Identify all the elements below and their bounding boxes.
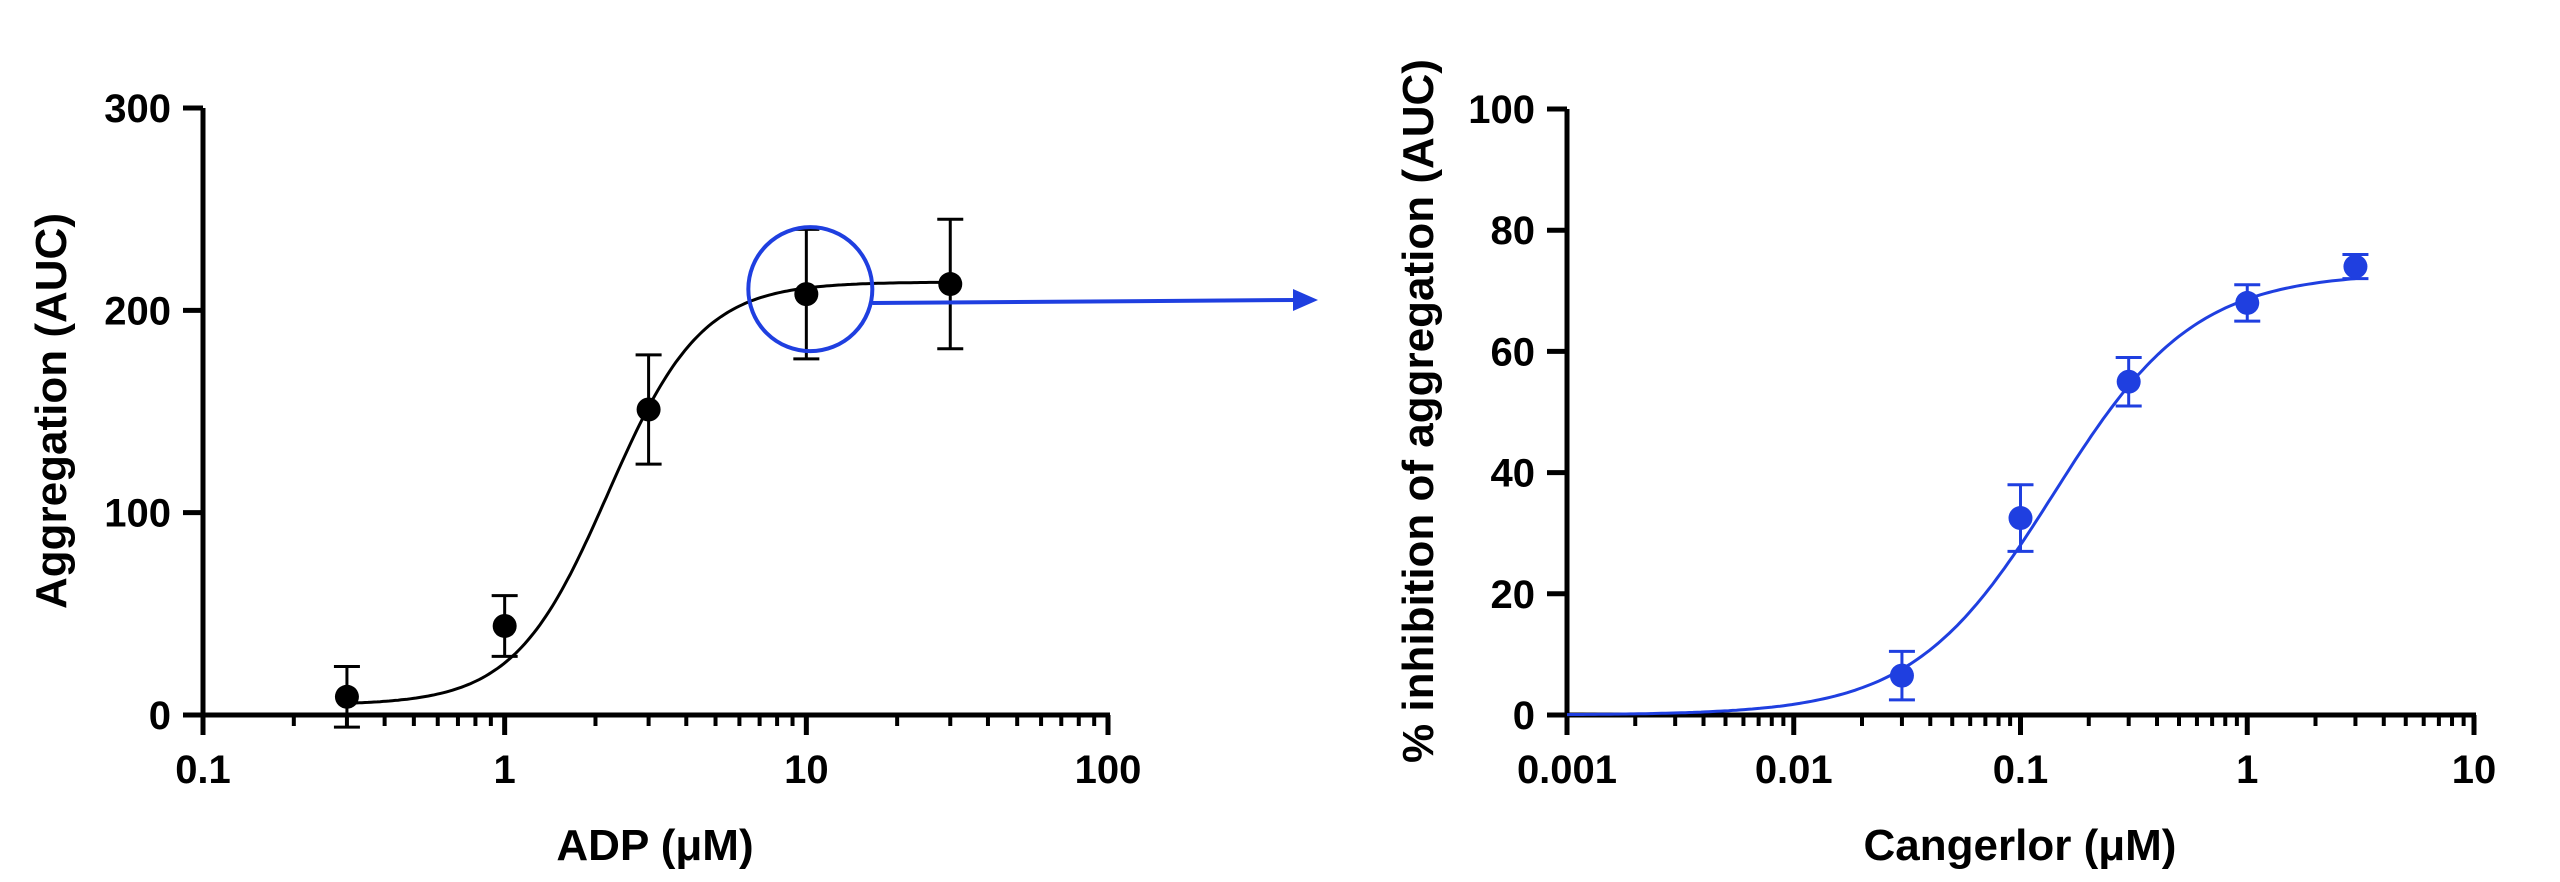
left-y-tick-label: 0 <box>149 694 171 738</box>
right-fit-curve <box>1566 277 2356 717</box>
left-y-tick-label: 200 <box>104 289 171 333</box>
left-annotation <box>746 225 1318 354</box>
left-data-points <box>333 217 964 729</box>
left-x-tick-label: 0.1 <box>175 748 231 792</box>
right-y-tick-label: 0 <box>1513 694 1535 738</box>
left-x-tick-label: 10 <box>784 748 829 792</box>
highlight-circle <box>746 225 875 354</box>
chart-adp-aggregation: 0.1 1 10 100 0 100 200 300 ADP (μM) Aggregation… <box>27 87 1318 870</box>
right-x-tick-label: 0.001 <box>1517 748 1617 792</box>
right-x-tick-label: 0.1 <box>1993 748 2049 792</box>
right-y-axis-label: % inhibition of aggregation (AUC) <box>1394 59 1443 763</box>
right-x-tick-label: 0.01 <box>1755 748 1833 792</box>
right-y-tick-label: 40 <box>1491 452 1536 496</box>
left-fit-curve-group <box>346 280 951 705</box>
arrow-line <box>872 298 1297 305</box>
right-data-point <box>1889 663 1914 688</box>
right-y-tick-label: 20 <box>1491 573 1536 617</box>
right-y-tick-label: 60 <box>1491 330 1536 374</box>
right-data-point <box>2116 369 2141 394</box>
left-data-point <box>334 684 359 709</box>
left-x-tick-label: 1 <box>494 748 516 792</box>
left-axes: 0.1 1 10 100 0 100 200 300 <box>104 87 1141 792</box>
right-data-point <box>2008 506 2033 531</box>
right-x-tick-label: 1 <box>2236 748 2258 792</box>
right-y-tick-label: 100 <box>1468 88 1535 132</box>
right-y-tick-label: 80 <box>1491 209 1536 253</box>
right-x-tick-label: 10 <box>2452 748 2497 792</box>
left-data-point <box>938 272 963 297</box>
left-data-point <box>794 282 819 307</box>
right-data-point <box>2235 290 2260 315</box>
right-data-points <box>1888 252 2369 702</box>
left-y-tick-label: 300 <box>104 87 171 131</box>
left-y-axis-label: Aggregation (AUC) <box>27 213 76 609</box>
left-y-tick-label: 100 <box>104 492 171 536</box>
right-x-axis-label: Cangerlor (μM) <box>1864 821 2177 870</box>
left-data-point <box>492 613 517 638</box>
left-x-axis-label: ADP (μM) <box>556 821 753 870</box>
right-fit-curve-group <box>1566 277 2356 717</box>
left-fit-curve <box>346 280 951 705</box>
arrowhead-icon <box>1293 289 1318 311</box>
left-data-point <box>636 397 661 422</box>
right-data-point <box>2343 254 2368 279</box>
left-x-tick-label: 100 <box>1075 748 1142 792</box>
